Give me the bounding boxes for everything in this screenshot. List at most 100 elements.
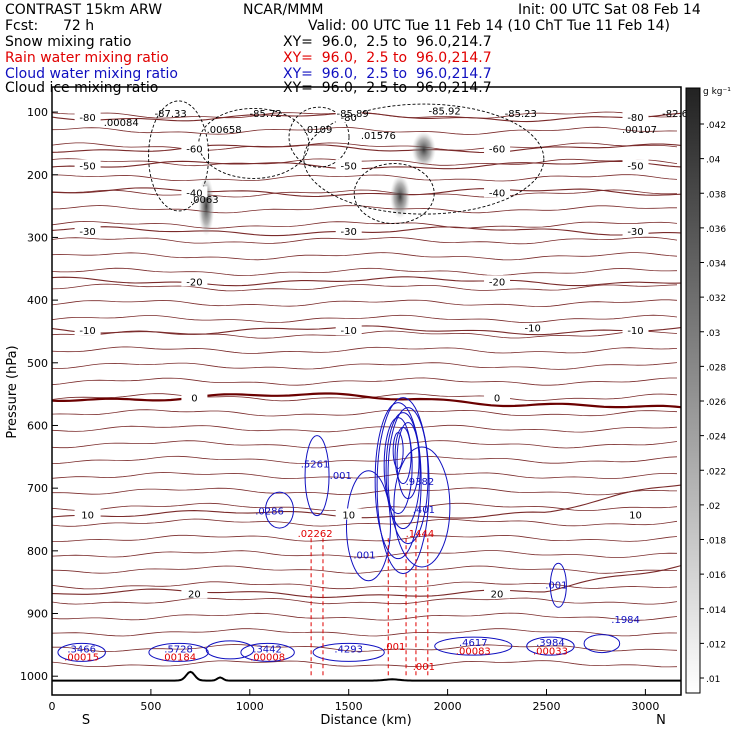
- temperature-contour-label: -10: [341, 326, 357, 337]
- cloud-water-contour: [374, 402, 422, 560]
- colorbar-tick-label: .04: [706, 156, 721, 166]
- xy-rain: XY= 96.0, 2.5 to 96.0,214.7: [283, 50, 492, 66]
- extremum-annotation: .5261: [301, 459, 330, 470]
- temperature-contour: [52, 226, 681, 237]
- contour-label-bg: [181, 587, 208, 599]
- isotherm-line: [52, 126, 678, 135]
- isotherm-line: [52, 393, 678, 402]
- isotherm-line: [52, 660, 678, 668]
- isotherm-line: [52, 299, 678, 308]
- temperature-contour-label: -20: [186, 277, 202, 288]
- contour-label-bg: [74, 159, 101, 171]
- cloud-water-contour: [393, 446, 451, 568]
- extremum-annotation: .001: [353, 550, 375, 561]
- colorbar-tick-label: .026: [706, 398, 726, 408]
- temperature-contour-label: -10: [79, 326, 95, 337]
- init-time: Init: 00 UTC Sat 08 Feb 14: [518, 2, 701, 18]
- org-label: NCAR/MMM: [243, 2, 324, 18]
- contour-label-bg: [484, 142, 511, 154]
- extremum-annotation: .00008: [250, 653, 285, 664]
- legend-rain: Rain water mixing ratio: [5, 50, 169, 66]
- contour-label-bg: [622, 225, 649, 237]
- isotherm-line: [52, 346, 678, 354]
- isotherm-line: [52, 424, 678, 433]
- extremum-annotation: .00033: [533, 646, 568, 657]
- temperature-contour-label: -80: [627, 113, 643, 124]
- cloud-water-contour: [345, 470, 391, 582]
- cloud-water-contour: [57, 642, 106, 662]
- extremum-annotation: .00084: [104, 118, 139, 129]
- contour-label-bg: [181, 275, 208, 287]
- temperature-contour-label: 0: [494, 393, 500, 404]
- temperature-contour-label: -10: [627, 326, 643, 337]
- y-tick-label: 100: [27, 106, 48, 119]
- temperature-contour-label: -60: [489, 144, 505, 155]
- temperature-contour-label: 20: [188, 589, 201, 600]
- x-tick-label: 500: [140, 700, 161, 713]
- isotherm-line: [52, 440, 678, 449]
- extremum-annotation: .4293: [334, 644, 363, 655]
- model-title: CONTRAST 15km ARW: [5, 2, 163, 18]
- snow-contour: [288, 106, 350, 168]
- temperature-contour-label: -50: [79, 161, 95, 172]
- colorbar-tick-label: .012: [706, 640, 726, 650]
- temperature-contour: [52, 276, 681, 287]
- colorbar-tick-label: .01: [706, 675, 720, 685]
- extremum-annotation: .1444: [406, 529, 435, 540]
- x-tick-label: 2500: [532, 700, 560, 713]
- y-tick-label: 300: [27, 231, 48, 244]
- cloud-water-contour: [376, 397, 430, 575]
- contour-label-bg: [484, 587, 511, 599]
- cloud-water-contour: [394, 427, 412, 485]
- temperature-contour-label: -40: [186, 188, 202, 199]
- extremum-annotation: .1984: [611, 615, 640, 626]
- colorbar-tick-label: .03: [706, 329, 720, 339]
- temperature-contour: [52, 112, 681, 123]
- extremum-annotation: .3442: [253, 644, 282, 655]
- contour-label-bg: [74, 324, 101, 336]
- isotherm-line: [52, 377, 677, 386]
- temperature-contour: [52, 187, 681, 198]
- extremum-annotation: .001: [330, 471, 352, 482]
- extremum-annotation: -85.72: [249, 109, 281, 120]
- temperature-contour-label: -40: [489, 188, 505, 199]
- temperature-contour-label: -30: [79, 227, 95, 238]
- extremum-annotation: .00083: [456, 646, 491, 657]
- isotherm-line: [52, 267, 678, 277]
- x-end-label-left: S: [82, 713, 90, 728]
- contour-label-bg: [622, 159, 649, 171]
- temperature-contour: [52, 160, 681, 170]
- y-tick-label: 200: [27, 169, 48, 182]
- xy-snow: XY= 96.0, 2.5 to 96.0,214.7: [283, 34, 492, 50]
- extremum-annotation: -10: [524, 323, 540, 334]
- extremum-annotation: .3984: [536, 638, 565, 649]
- colorbar-tick-label: .028: [706, 363, 726, 373]
- contour-label-bg: [335, 111, 362, 123]
- y-tick-label: 1000: [20, 670, 48, 683]
- temperature-contour-label: 10: [81, 510, 94, 521]
- contour-label-bg: [484, 391, 511, 403]
- contour-label-bg: [181, 186, 208, 198]
- extremum-annotation: .0286: [255, 506, 284, 517]
- x-tick-label: 1000: [236, 700, 264, 713]
- isotherm-line: [52, 314, 678, 324]
- colorbar-tick-label: .016: [706, 571, 726, 581]
- contour-label-bg: [484, 186, 511, 198]
- y-tick-label: 600: [27, 419, 48, 432]
- isotherm-line: [52, 518, 678, 527]
- colorbar-tick-label: .02: [706, 502, 720, 512]
- snow-contour: [303, 103, 545, 215]
- contour-label-bg: [181, 142, 208, 154]
- colorbar-tick-label: .032: [706, 294, 726, 304]
- cloud-water-contour: [304, 435, 330, 517]
- valid-time: Valid: 00 UTC Tue 11 Feb 14 (10 ChT Tue …: [308, 18, 671, 34]
- temperature-contour: [52, 392, 681, 409]
- xy-cloud-ice: XY= 96.0, 2.5 to 96.0,214.7: [283, 80, 492, 96]
- contour-label-bg: [484, 275, 511, 287]
- isotherm-line: [52, 644, 678, 653]
- cloud-water-contour: [549, 562, 567, 608]
- extremum-annotation: .02262: [298, 529, 333, 540]
- temperature-contour-label: 10: [629, 510, 642, 521]
- temperature-contour-label: -50: [627, 161, 643, 172]
